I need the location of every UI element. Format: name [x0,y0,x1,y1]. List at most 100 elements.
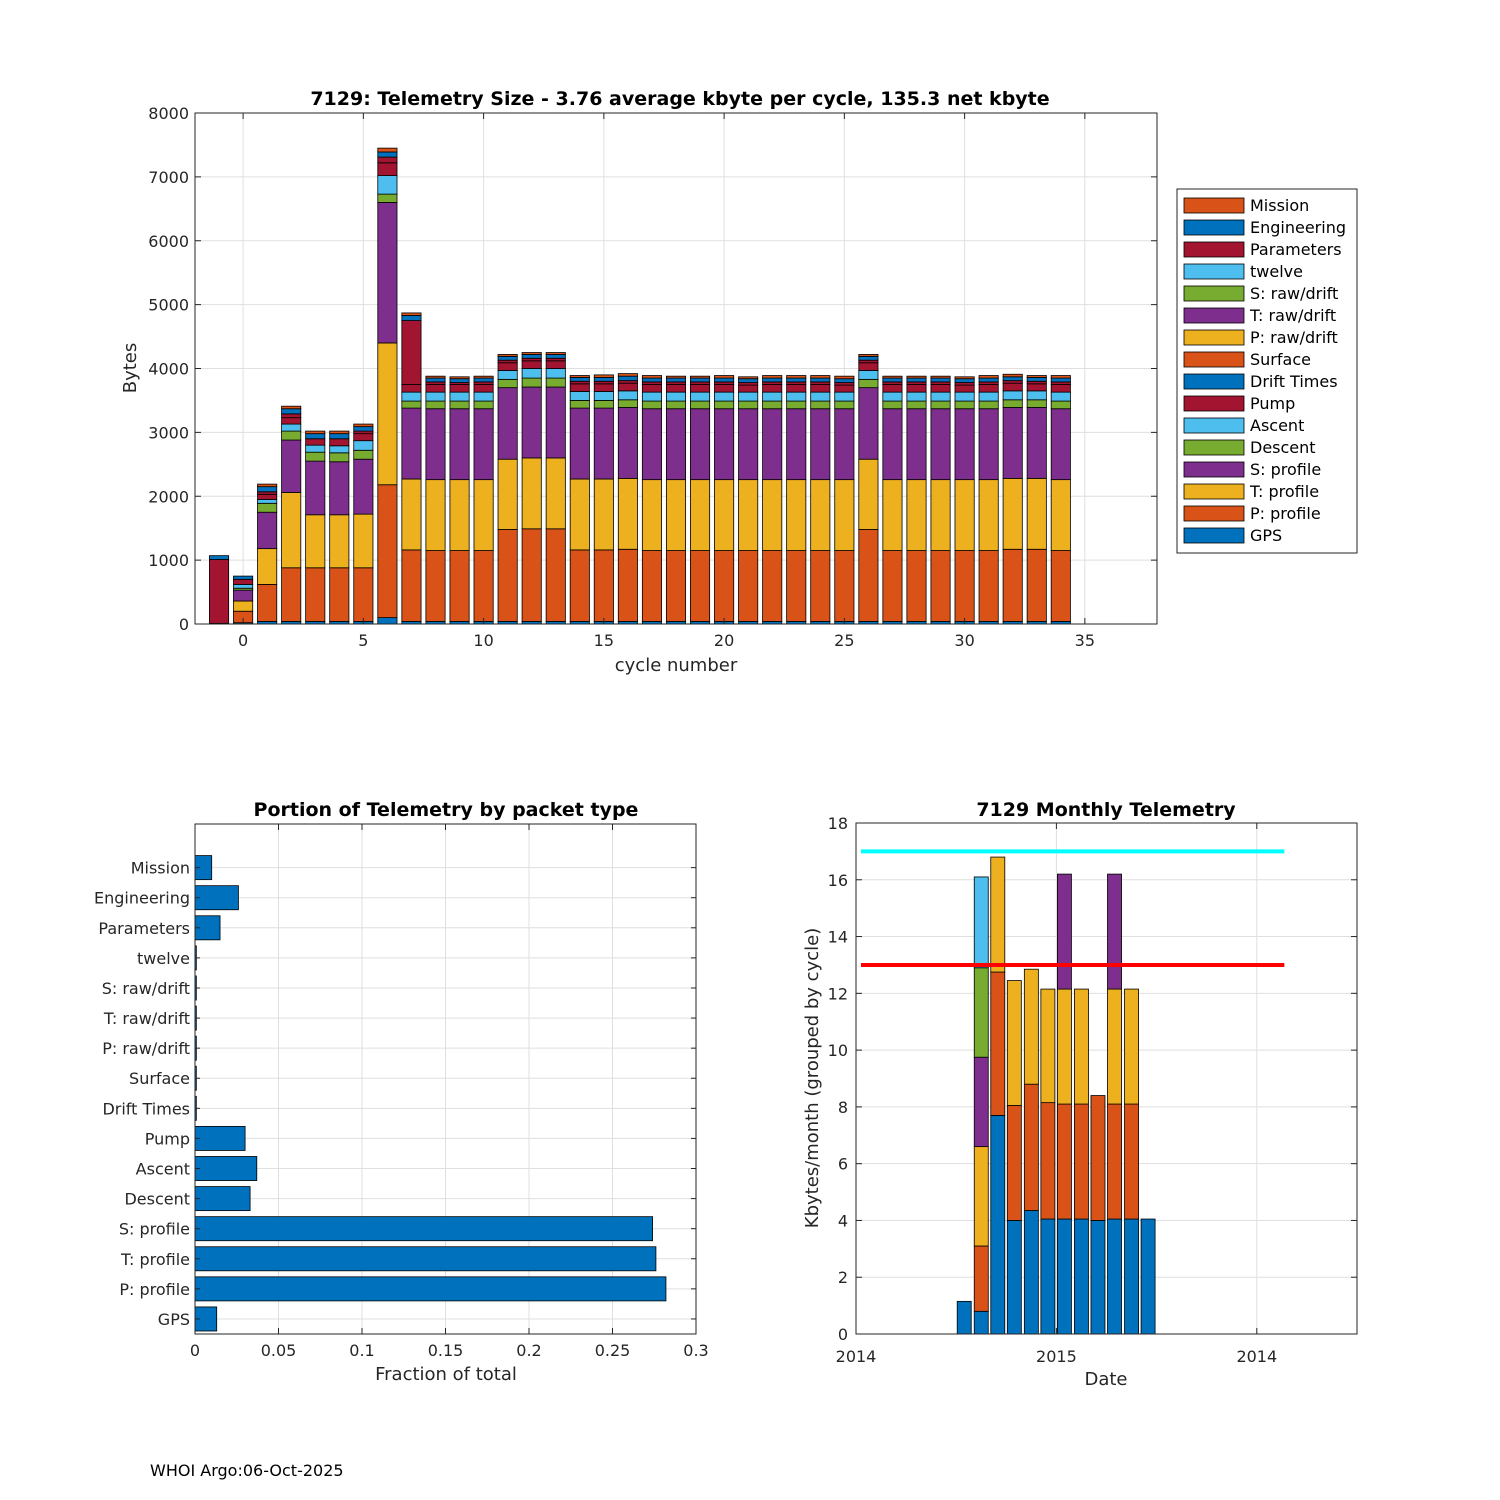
top-y-tick-label: 7000 [148,168,189,187]
bar-segment-mission [473,375,494,379]
month-bar-segment [1140,1218,1156,1335]
bar-segment-pump [233,578,254,585]
bar-segment-descent [497,378,518,389]
bar-segment-t-profile [858,458,879,530]
bar-segment-engineering [569,377,590,382]
month-bar-6 [1057,873,1072,1335]
bar-segment-p-profile [641,550,662,622]
bar-segment-mission [786,375,807,379]
legend-swatch [1183,439,1245,456]
bar-segment-t-profile [425,479,446,551]
bar-segment-ascent [497,370,518,380]
legend-swatch [1183,505,1245,522]
hbar-category-label: GPS [158,1310,190,1329]
month-bar-segment [1074,1103,1089,1220]
bar-segment-descent [305,451,326,462]
cycle-bar-3 [305,430,326,625]
bar-segment-p-profile [1050,550,1071,622]
bar-segment-ascent [449,391,470,402]
fraction-bar-p-profile [194,1276,667,1302]
top-y-tick-label: 4000 [148,360,189,379]
month-y-tick-label: 4 [838,1211,848,1230]
bar-segment-t-profile [665,479,687,551]
month-bar-11 [1140,1218,1156,1335]
top-x-tick-label: 35 [1075,631,1095,650]
month-bar-5 [1040,988,1056,1335]
cycle-bar-21 [738,376,759,625]
top-y-tick-label: 2000 [148,487,189,506]
bar-segment-p-profile [569,549,590,622]
bar-segment-engineering [1050,377,1071,383]
cycle-bar-10 [473,375,494,625]
bar-segment-t-profile [617,477,638,550]
hbar-chart-title: Portion of Telemetry by packet type [254,799,639,821]
month-y-tick-label: 0 [838,1325,848,1344]
bar-segment-mission [810,375,831,379]
cycle-bar-34 [1050,375,1071,625]
bar-segment-ascent [714,391,735,402]
bar-segment-ascent [305,444,326,453]
top-chart-title: 7129: Telemetry Size - 3.76 average kbyt… [310,88,1049,110]
bar-segment-pump [281,417,302,425]
month-bar-1 [973,876,989,1335]
bar-segment-descent [425,400,446,410]
top-ticks: 0 5 10 15 20 25 30 35 0 1000 2000 3000 4000 5000 6000 7… [148,104,1157,650]
bar-segment-p-profile [906,550,927,622]
bar-segment-ascent [834,391,855,402]
bar-segment-ascent [858,370,879,380]
bar-segment-engineering [810,377,831,383]
month-bar-segment [1090,1220,1106,1335]
bar-segment-p-profile [858,529,879,622]
bar-segment-p-profile [930,550,951,622]
bar-segment-descent [353,449,374,460]
hbar-category-label: twelve [137,949,190,968]
bar-segment-ascent [545,368,566,379]
bar-segment-mission [329,430,350,435]
bar-segment-p-profile [714,550,735,622]
legend-label: Engineering [1250,218,1346,237]
top-y-tick-label: 1000 [148,551,189,570]
bar-segment-engineering [209,555,230,560]
bar-segment-ascent [401,391,422,402]
month-bar-segment [1040,988,1056,1104]
bar-segment-descent [377,193,398,203]
bar-segment-ascent [762,391,783,402]
telemetry-size-chart: 0 5 10 15 20 25 30 35 0 1000 2000 3000 4000 5000 6000 7… [120,88,1358,676]
bar-segment-s-profile [497,387,518,460]
bar-segment-t-profile [401,478,422,551]
bar-segment-pump [786,384,807,393]
bar-segment-descent [1002,399,1023,408]
cycle-bar-32 [1002,373,1023,625]
bar-segment-engineering [858,355,879,361]
bar-segment-descent [569,400,590,409]
bar-segment-mission [449,376,470,380]
legend-swatch [1183,527,1245,544]
bar-segment-s-profile [257,511,278,550]
month-y-tick-label: 8 [838,1098,848,1117]
month-bar-segment [956,1300,972,1335]
hbar-category-label: T: raw/drift [103,1009,190,1028]
bar-segment-t-profile [377,342,398,486]
bar-segment-engineering [834,378,855,383]
bar-segment-pump [1002,382,1023,392]
month-bar-segment [1006,1220,1022,1335]
bar-segment-ascent [1026,390,1047,401]
bar-segment-pump [401,384,422,393]
bar-segment-ascent [329,445,350,454]
bar-segment-s-profile [714,408,735,481]
bar-segment-mission [305,430,326,435]
bar-segment-descent [593,400,614,409]
bar-segment-mission [281,405,302,410]
bar-segment-s-profile [738,408,759,481]
bar-segment-mission [545,352,566,355]
top-x-tick-label: 20 [714,631,734,650]
bar-segment-p-profile [353,567,374,622]
bar-segment-descent [834,400,855,410]
bar-segment-s-profile [762,408,783,481]
bar-segment-pump [569,383,590,392]
month-bar-segment [973,1310,989,1335]
bar-segment-engineering [521,354,542,359]
bar-segment-s-profile [449,408,470,481]
hbar-category-label: P: raw/drift [102,1039,190,1058]
bar-segment-pump [545,360,566,369]
